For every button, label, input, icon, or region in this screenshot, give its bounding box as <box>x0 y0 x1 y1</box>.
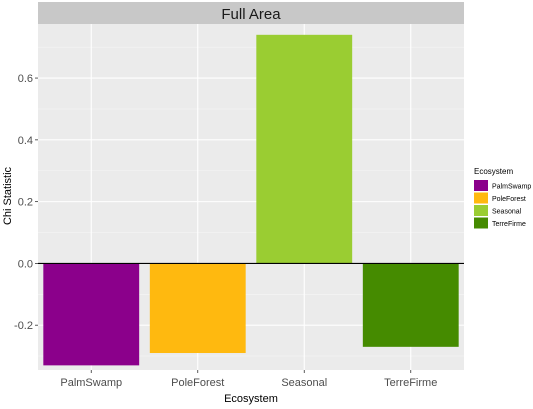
x-tick-label: PoleForest <box>171 377 224 389</box>
legend-label: TerreFirme <box>492 221 526 228</box>
legend-label: Seasonal <box>492 209 522 216</box>
y-tick-label: 0.0 <box>18 258 33 270</box>
legend-label: PoleForest <box>492 196 526 203</box>
y-tick-label: 0.6 <box>18 73 33 85</box>
x-tick-label: Seasonal <box>281 377 327 389</box>
bars <box>43 34 459 366</box>
bar-poleforest <box>149 263 246 354</box>
bar-terrefirme <box>362 263 459 347</box>
legend-key-palmswamp <box>474 180 488 191</box>
y-tick-label: 0.2 <box>18 197 33 209</box>
legend: Ecosystem PalmSwamp PoleForest Seasonal Ter… <box>474 167 531 229</box>
y-axis-title: Chi Statistic <box>2 166 14 225</box>
legend-key-poleforest <box>474 192 488 204</box>
x-tick-label: PalmSwamp <box>60 377 122 389</box>
y-tick-label: -0.2 <box>14 320 33 332</box>
bar-seasonal <box>256 34 353 264</box>
facet-title: Full Area <box>221 6 281 23</box>
bar-palmswamp <box>43 263 140 366</box>
x-axis: PalmSwamp PoleForest Seasonal TerreFirme <box>60 370 437 389</box>
x-tick-label: TerreFirme <box>384 377 437 389</box>
legend-title: Ecosystem <box>474 167 513 176</box>
facet-strip <box>38 2 464 24</box>
legend-key-terrefirme <box>474 217 488 229</box>
x-axis-title: Ecosystem <box>224 393 278 405</box>
y-tick-label: 0.4 <box>18 135 33 147</box>
legend-key-seasonal <box>474 205 488 216</box>
y-axis: -0.2 0.0 0.2 0.4 0.6 <box>14 73 38 332</box>
legend-label: PalmSwamp <box>492 184 531 191</box>
